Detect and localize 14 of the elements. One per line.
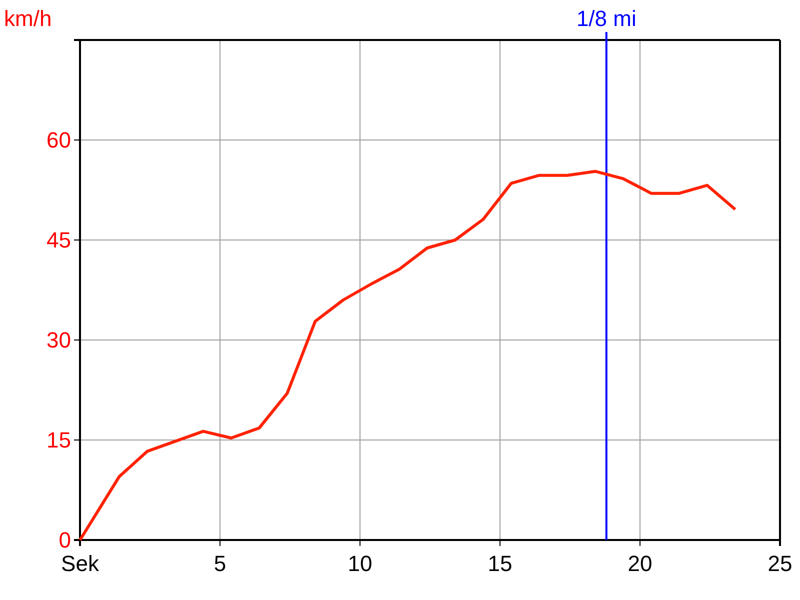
x-tick-label: 20	[628, 551, 652, 576]
x-tick-label: 25	[768, 551, 792, 576]
y-tick-label: 60	[46, 128, 71, 153]
x-tick-label: Sek	[61, 551, 100, 576]
y-tick-label: 30	[46, 328, 71, 353]
x-tick-label: 15	[488, 551, 512, 576]
x-tick-label: 5	[214, 551, 226, 576]
y-axis-title: km/h	[4, 6, 52, 31]
y-tick-label: 15	[46, 428, 71, 453]
y-tick-label: 0	[58, 528, 71, 553]
y-tick-label: 45	[46, 228, 71, 253]
ref-line-label: 1/8 mi	[576, 6, 636, 31]
line-series	[78, 170, 737, 542]
x-tick-label: 10	[348, 551, 372, 576]
